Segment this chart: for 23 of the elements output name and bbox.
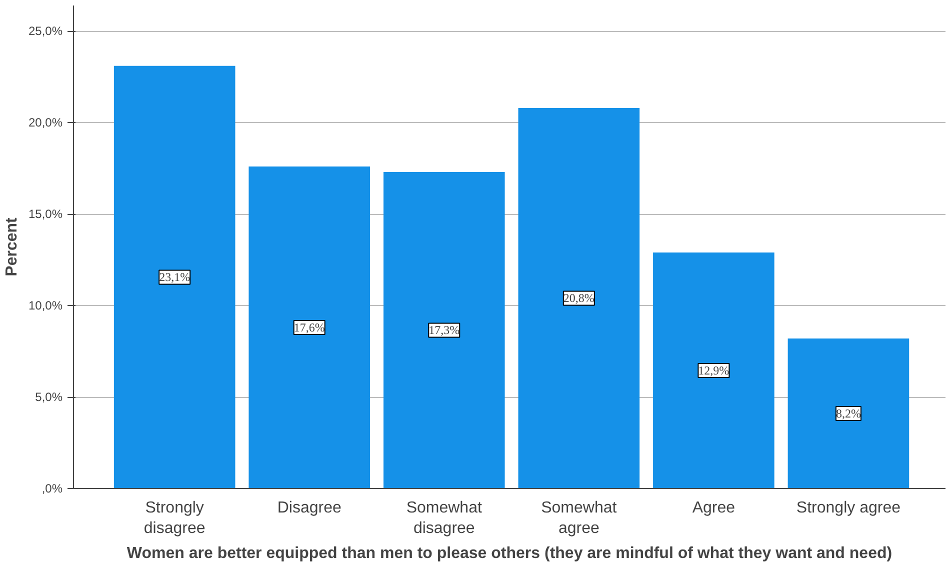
bar: [114, 66, 236, 488]
y-tick-label: 10,0%: [28, 298, 63, 313]
y-tick-label: 20,0%: [28, 116, 63, 130]
x-tick-label: Somewhat disagree: [406, 500, 482, 537]
y-tick-label: 15,0%: [28, 207, 63, 222]
y-tick-label: 25,0%: [28, 24, 63, 38]
y-axis-title: Percent: [3, 216, 20, 276]
x-tick-label: Strongly agree: [796, 500, 901, 516]
x-tick-label: Agree: [692, 500, 736, 516]
bar: [788, 338, 910, 488]
data-label: 17,6%: [294, 320, 325, 334]
data-label: 17,3%: [428, 323, 460, 338]
bar: [518, 108, 640, 488]
bar: [653, 252, 774, 488]
x-axis-title: Women are better equipped than men to please others (they are mindful of what they want and need): [126, 544, 892, 562]
y-tick-label: 5,0%: [35, 390, 63, 404]
data-label: 8,2%: [836, 406, 861, 420]
y-tick-label: ,0%: [42, 482, 63, 496]
x-tick-label: Strongly disagree: [144, 500, 206, 537]
x-tick-label: Somewhat agree: [541, 500, 618, 537]
bar: [383, 172, 505, 488]
bar: [248, 166, 370, 488]
x-tick-label: Disagree: [277, 500, 342, 516]
